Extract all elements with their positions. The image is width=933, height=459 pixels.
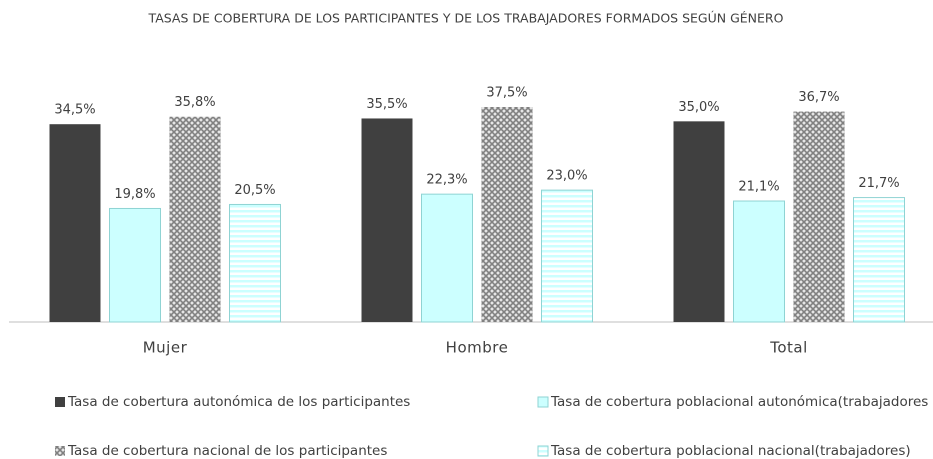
bar [421,193,473,323]
bar [793,111,845,322]
x-tick-label: Hombre [446,339,509,357]
x-tick-label: Mujer [143,339,188,357]
bar [169,116,221,322]
bar [109,207,161,323]
value-label: 20,5% [234,183,275,198]
value-label: 34,5% [54,103,95,118]
legend-label: Tasa de cobertura nacional de los partic… [67,443,387,459]
legend-swatch [55,397,65,407]
value-label: 37,5% [486,86,527,101]
bar [49,124,101,322]
value-label: 21,1% [738,180,779,195]
bar [361,118,413,322]
legend-label: Tasa de cobertura poblacional nacional(t… [550,443,911,459]
bar [673,121,725,322]
x-tick-label: Total [769,339,808,357]
bar [733,200,785,323]
legend-swatch [537,445,549,457]
value-label: 21,7% [858,176,899,191]
value-label: 35,8% [174,95,215,110]
value-label: 35,5% [366,97,407,112]
value-label: 19,8% [114,187,155,202]
bar [481,107,533,322]
legend-swatch [55,446,65,456]
legend-label: Tasa de cobertura autonómica de los part… [67,394,410,410]
chart-title: TASAS DE COBERTURA DE LOS PARTICIPANTES … [148,11,784,26]
legend-label: Tasa de cobertura poblacional autonómica… [550,394,928,410]
value-label: 23,0% [546,169,587,184]
legend-swatch [537,396,549,408]
bar [853,197,905,323]
value-label: 35,0% [678,100,719,115]
bar [541,189,593,323]
value-label: 22,3% [426,173,467,188]
bar [229,203,281,323]
value-label: 36,7% [798,90,839,105]
